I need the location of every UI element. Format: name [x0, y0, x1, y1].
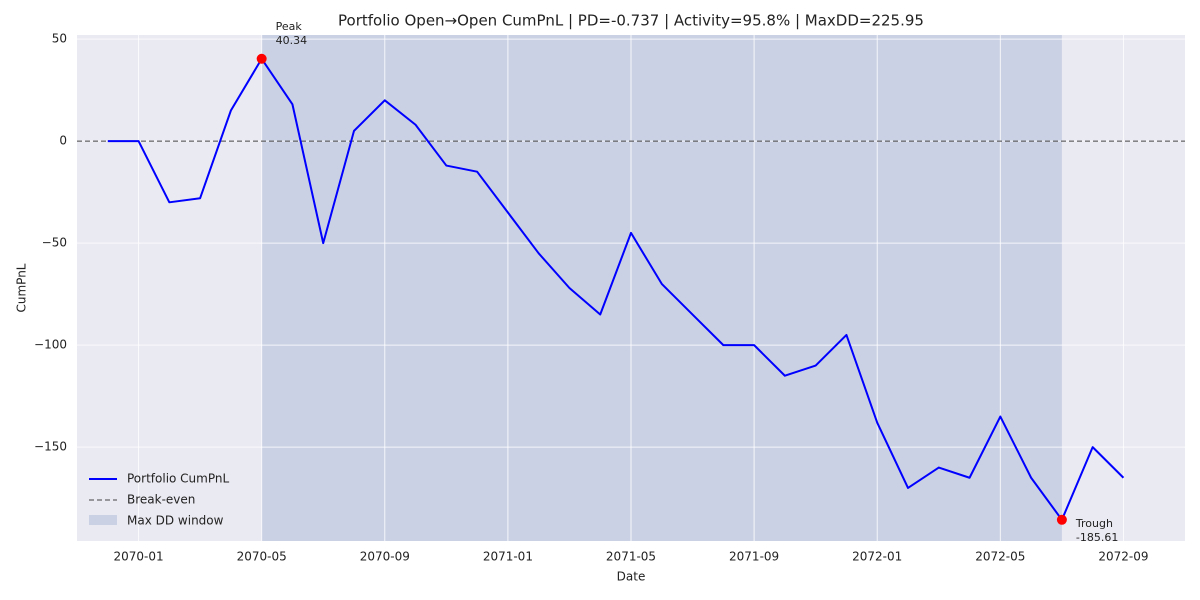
y-tick-label: −50: [42, 236, 67, 250]
y-tick-label: 50: [52, 32, 67, 46]
annotation-value: 40.34: [276, 34, 308, 47]
y-axis-label: CumPnL: [15, 263, 29, 312]
legend-swatch: [89, 515, 117, 525]
x-tick-label: 2070-05: [237, 550, 287, 564]
max-dd-window: [261, 35, 1062, 541]
x-tick-label: 2071-05: [606, 550, 656, 564]
annotation-marker: [1056, 514, 1067, 525]
chart-title: Portfolio Open→Open CumPnL | PD=-0.737 |…: [338, 12, 924, 30]
y-tick-label: −100: [34, 338, 67, 352]
annotation-label: Peak: [276, 20, 303, 33]
legend-label: Portfolio CumPnL: [127, 472, 229, 486]
y-tick-label: −150: [34, 440, 67, 454]
annotation-marker: [256, 53, 267, 64]
legend-label: Max DD window: [127, 514, 224, 528]
legend-label: Break-even: [127, 493, 195, 507]
plot: 50 0 −50 −100 −150 2070-01 2070-05 2070-09 2071-…: [34, 20, 1185, 564]
x-tick-label: 2071-01: [483, 550, 533, 564]
series-line: [107, 57, 1125, 521]
x-tick-label: 2071-09: [729, 550, 779, 564]
x-tick-label: 2070-09: [360, 550, 410, 564]
x-tick-label: 2072-01: [852, 550, 902, 564]
y-tick-label: 0: [59, 134, 67, 148]
annotation-value: -185.61: [1076, 531, 1118, 544]
x-axis-label: Date: [617, 570, 646, 584]
annotation-label: Trough: [1075, 517, 1113, 530]
x-tick-label: 2070-01: [113, 550, 163, 564]
x-tick-label: 2072-09: [1098, 550, 1148, 564]
x-tick-label: 2072-05: [975, 550, 1025, 564]
